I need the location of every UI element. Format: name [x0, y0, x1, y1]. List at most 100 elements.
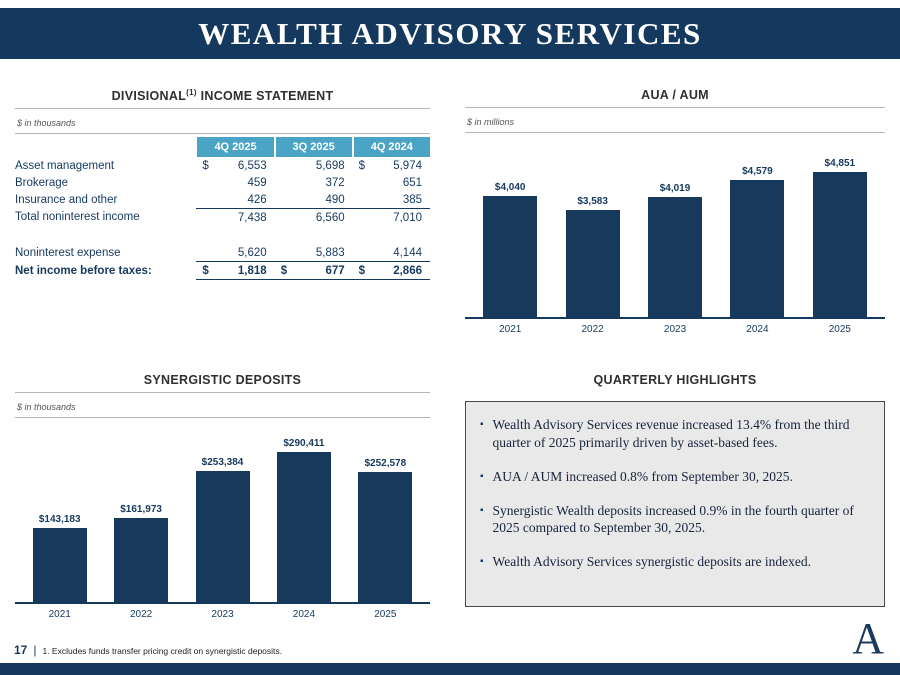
units-row: $ in millions: [465, 108, 885, 133]
bar-value-label: $4,579: [742, 166, 773, 177]
x-axis-label: 2025: [374, 609, 397, 620]
cell-value: 4,144: [393, 246, 422, 259]
cell: 7,438: [196, 209, 274, 227]
bar-value-label: $161,973: [120, 504, 162, 515]
x-axis-label: 2024: [746, 324, 769, 335]
x-axis-label: 2025: [828, 324, 851, 335]
bar: [358, 472, 413, 602]
bullet-icon: ▪: [480, 470, 484, 482]
bar-column-2024: $4,579: [716, 166, 798, 317]
x-axis: 2021 2022 2023 2024 2025: [15, 604, 430, 620]
cell: 426: [196, 191, 275, 210]
dollar-sign: $: [358, 159, 366, 172]
cell: 5,698: [275, 157, 353, 174]
bullet-icon: ▪: [480, 504, 484, 516]
income-statement-section: DIVISIONAL(1) INCOME STATEMENT $ in thou…: [15, 88, 430, 281]
row-label: Noninterest expense: [15, 246, 121, 259]
x-axis-label: 2021: [48, 609, 71, 620]
bar-column-2021: $4,040: [469, 182, 551, 317]
bullet-icon: ▪: [480, 556, 484, 568]
bar: [32, 528, 87, 602]
highlight-item: ▪ Wealth Advisory Services synergistic d…: [480, 553, 870, 571]
bottom-accent-bar: [0, 663, 900, 675]
bar-column-2024: $290,411: [263, 438, 344, 602]
cell-value: 385: [402, 193, 422, 206]
highlight-item: ▪ AUA / AUM increased 0.8% from Septembe…: [480, 468, 870, 486]
bar-value-label: $3,583: [577, 196, 608, 207]
dollar-sign: $: [358, 264, 366, 277]
units-label: $ in thousands: [17, 118, 76, 129]
aua-aum-heading: AUA / AUM: [465, 88, 885, 108]
bar: [195, 471, 250, 602]
table-header-row: 4Q 2025 3Q 2025 4Q 2024: [15, 137, 430, 158]
quarterly-highlights-heading: QUARTERLY HIGHLIGHTS: [593, 373, 757, 387]
bar-column-2023: $4,019: [634, 183, 716, 317]
highlights-box: ▪ Wealth Advisory Services revenue incre…: [465, 401, 885, 607]
dollar-sign: $: [202, 264, 209, 277]
footnote-marker: (1): [186, 88, 197, 97]
table-row: Noninterest expense 5,620 5,883 4,144: [15, 244, 430, 263]
bar-value-label: $4,040: [494, 182, 526, 193]
cell: 490: [274, 191, 353, 210]
cell-value: 5,974: [393, 159, 422, 172]
bar-value-label: $253,384: [201, 457, 244, 468]
bar-value-label: $252,578: [364, 458, 407, 469]
highlight-text: Wealth Advisory Services synergistic dep…: [492, 554, 812, 570]
row-label: Asset management: [15, 159, 115, 172]
units-label: $ in millions: [467, 117, 515, 127]
heading-text: DIVISIONAL: [111, 89, 187, 104]
x-axis-label: 2023: [211, 609, 234, 620]
table-row: Total noninterest income 7,438 6,560 7,0…: [15, 209, 430, 227]
cell: $677: [274, 261, 353, 281]
bar-column-2023: $253,384: [182, 457, 263, 602]
title-banner: WEALTH ADVISORY SERVICES: [0, 8, 900, 59]
units-row: $ in thousands: [15, 393, 430, 418]
cell: 6,560: [275, 209, 353, 227]
cell-value: 490: [325, 193, 345, 206]
x-axis-label: 2024: [292, 609, 316, 620]
bar-value-label: $143,183: [38, 514, 81, 525]
cell-value: 5,883: [315, 246, 345, 259]
bar-value-label: $290,411: [283, 438, 325, 449]
bar-column-2025: $252,578: [345, 458, 426, 602]
bar: [730, 180, 785, 317]
cell-value: 5,620: [237, 246, 267, 259]
bar-column-2022: $3,583: [551, 196, 633, 317]
quarterly-highlights-section: QUARTERLY HIGHLIGHTS ▪ Wealth Advisory S…: [465, 373, 885, 607]
spacer-row: [15, 226, 430, 244]
row-label: Insurance and other: [15, 193, 118, 206]
cell: 651: [353, 174, 430, 191]
table-row-net-income: Net income before taxes: $1,818 $677 $2,…: [15, 261, 430, 281]
table-row: Insurance and other 426 490 385: [15, 191, 430, 210]
income-statement-table: 4Q 2025 3Q 2025 4Q 2024 Asset management…: [15, 137, 430, 281]
cell-value: 5,698: [315, 159, 345, 172]
cell: 4,144: [352, 244, 430, 263]
x-axis-label: 2023: [663, 324, 687, 335]
bar: [483, 196, 538, 317]
cell-value: 426: [247, 193, 267, 206]
bar: [648, 197, 703, 317]
synergistic-deposits-chart: $143,183 $161,973 $253,384 $290,411 $252,578…: [15, 430, 430, 620]
highlight-item: ▪ Wealth Advisory Services revenue incre…: [480, 416, 870, 452]
cell-value: 6,560: [315, 211, 345, 224]
plot-area: $4,040 $3,583 $4,019 $4,579 $4,851: [465, 145, 885, 319]
income-statement-heading: DIVISIONAL(1) INCOME STATEMENT: [15, 88, 430, 110]
table-row: Brokerage 459 372 651: [15, 174, 430, 191]
cell: 459: [196, 174, 274, 191]
cell: $6,553: [196, 157, 274, 174]
cell: 7,010: [353, 209, 430, 227]
aua-aum-section: AUA / AUM $ in millions $4,040 $3,583 $4,0…: [465, 88, 885, 335]
highlight-text: AUA / AUM increased 0.8% from September …: [492, 468, 793, 484]
dollar-sign: $: [280, 264, 288, 277]
synergistic-deposits-section: SYNERGISTIC DEPOSITS $ in thousands $143…: [15, 373, 430, 620]
bullet-icon: ▪: [480, 419, 484, 430]
page-number: 17: [14, 643, 28, 657]
row-label: Net income before taxes:: [15, 264, 152, 277]
cell: $2,866: [352, 261, 430, 281]
cell-value: 459: [247, 176, 267, 189]
highlight-text: Synergistic Wealth deposits increased 0.…: [492, 502, 854, 536]
cell-value: 7,438: [237, 211, 267, 224]
plot-area: $143,183 $161,973 $253,384 $290,411 $252,578: [15, 430, 430, 604]
column-header-4q2024: 4Q 2024: [351, 137, 430, 158]
cell: 385: [352, 191, 430, 210]
